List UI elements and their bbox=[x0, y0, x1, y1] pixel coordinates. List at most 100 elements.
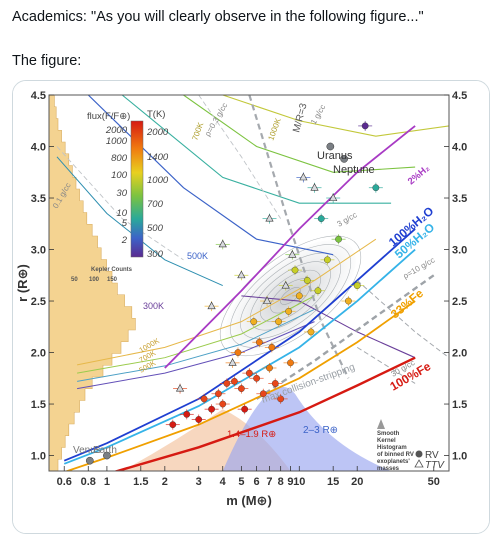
rv-legend-icon bbox=[415, 450, 423, 458]
exoplanet-point-rv bbox=[253, 374, 261, 382]
kde-legend-text: of binned RV bbox=[377, 452, 414, 458]
figure-media-card[interactable]: 1.0 1.0 1.5 1.5 2.0 2.0 2.5 2.5 3.0 3.0 3.5 3.5 4.0 4… bbox=[12, 80, 490, 534]
chart-annotation: 500K bbox=[187, 251, 208, 261]
y-tick-label-right: 2.5 bbox=[452, 296, 467, 308]
y-axis-label: r (R⊕) bbox=[15, 264, 30, 302]
exoplanet-point-ttv bbox=[237, 270, 246, 279]
exoplanet-point-rv bbox=[215, 390, 222, 398]
chart-annotation: Uranus bbox=[317, 150, 353, 162]
exoplanet-point-rv bbox=[208, 405, 215, 413]
solar-planet-uranus bbox=[326, 142, 335, 151]
ttv-legend-icon bbox=[414, 459, 424, 468]
y-tick-label-right: 3.0 bbox=[452, 245, 467, 257]
x-tick-label: 0.6 bbox=[57, 476, 72, 488]
x-tick-label: 9 bbox=[287, 476, 293, 488]
isotherm-700k bbox=[121, 95, 392, 204]
density-10-line bbox=[356, 280, 449, 359]
x-tick-label: 50 bbox=[428, 476, 440, 488]
colorbar-temp-label: 2000 bbox=[146, 127, 169, 138]
chart-annotation: Earth bbox=[93, 445, 117, 456]
exoplanet-point-rv bbox=[255, 338, 263, 346]
exoplanet-point-rv bbox=[345, 297, 352, 305]
exoplanet-point-ttv bbox=[207, 301, 216, 310]
exoplanet-point-rv bbox=[372, 184, 380, 192]
chart-annotation: Venus bbox=[73, 445, 101, 456]
x-tick-label: 0.8 bbox=[81, 476, 96, 488]
exoplanet-point-rv bbox=[271, 380, 279, 387]
exoplanet-point-ttv bbox=[175, 383, 185, 392]
kepler-counts-title: Kepler Counts bbox=[91, 267, 133, 273]
composition-curve-4 bbox=[164, 125, 416, 369]
exoplanet-point-rv bbox=[335, 235, 342, 243]
colorbar-flux-label: 30 bbox=[116, 188, 127, 199]
exoplanet-point-rv bbox=[275, 318, 282, 326]
x-tick-label: 6 bbox=[254, 476, 260, 488]
x-tick-label: 8 bbox=[278, 476, 284, 488]
colorbar-flux-label: 5 bbox=[122, 218, 128, 229]
exoplanet-point-ttv bbox=[329, 193, 338, 201]
post-text-line2: The figure: bbox=[12, 53, 82, 69]
y-tick-label-right: 1.5 bbox=[452, 399, 467, 411]
exoplanet-point-ttv bbox=[281, 280, 290, 289]
colorbar-temp-label: 700 bbox=[147, 199, 164, 210]
exoplanet-point-rv bbox=[317, 215, 325, 223]
y-tick-label-right: 4.0 bbox=[452, 142, 467, 154]
exoplanet-point-rv bbox=[219, 400, 227, 408]
colorbar-flux-label: 1000 bbox=[106, 136, 128, 147]
chart-annotation: 1.4–1.9 R⊕ bbox=[227, 429, 276, 440]
x-tick-label: 3 bbox=[196, 476, 202, 488]
hydrogen-envelope-b bbox=[77, 295, 315, 374]
exoplanet-point-rv bbox=[169, 421, 177, 429]
isotherm-300k bbox=[241, 295, 416, 359]
exoplanet-point-ttv bbox=[218, 239, 227, 248]
rv-legend-label: RV bbox=[425, 450, 439, 461]
y-tick-label: 2.0 bbox=[31, 348, 46, 360]
exoplanet-point-rv bbox=[195, 416, 203, 423]
colorbar bbox=[130, 120, 144, 258]
exoplanet-point-rv bbox=[223, 380, 231, 387]
chart-annotation: 2–3 R⊕ bbox=[303, 425, 338, 436]
kepler-count-tick: 50 bbox=[71, 277, 78, 283]
y-tick-label: 2.5 bbox=[31, 296, 46, 308]
composition-curve-0 bbox=[63, 228, 416, 462]
post-text-line1: Academics: "As you will clearly observe … bbox=[12, 9, 424, 25]
colorbar-flux-label: 800 bbox=[111, 153, 128, 164]
y-tick-label: 1.0 bbox=[31, 451, 46, 463]
exoplanet-point-rv bbox=[268, 343, 276, 351]
chart-annotation: 300K bbox=[143, 301, 164, 311]
kde-large-planets bbox=[222, 386, 392, 471]
colorbar-temp-label: 500 bbox=[147, 223, 164, 234]
kde-legend-text: Smooth bbox=[377, 431, 400, 437]
x-tick-label: 5 bbox=[238, 476, 244, 488]
colorbar-temp-label: 1400 bbox=[147, 152, 169, 163]
exoplanet-point-rv bbox=[291, 266, 299, 274]
x-tick-label: 1.5 bbox=[133, 476, 148, 488]
solar-planet-earth bbox=[103, 451, 111, 460]
colorbar-temp-title: T(K) bbox=[147, 109, 165, 120]
exoplanet-point-rv bbox=[314, 287, 322, 295]
x-tick-label: 20 bbox=[351, 476, 363, 488]
exoplanet-point-rv bbox=[250, 318, 258, 326]
kepler-count-tick: 100 bbox=[89, 277, 100, 283]
solar-planet-neptune bbox=[340, 155, 348, 163]
y-tick-label: 4.5 bbox=[31, 90, 46, 102]
y-tick-label: 3.5 bbox=[31, 193, 46, 205]
hydrogen-envelope-c bbox=[77, 308, 315, 382]
exoplanet-point-ttv bbox=[288, 250, 297, 258]
y-tick-label: 1.5 bbox=[31, 399, 46, 411]
isotherm-1000k bbox=[183, 95, 416, 173]
colorbar-flux-label: 2 bbox=[121, 235, 128, 246]
exoplanet-point-rv bbox=[353, 282, 361, 289]
ttv-legend-label: TTV bbox=[425, 460, 445, 471]
colorbar-temp-label: 1000 bbox=[147, 175, 169, 186]
density-contour bbox=[219, 235, 362, 357]
kde-legend-text: exoplanets' bbox=[377, 459, 410, 465]
y-tick-label: 4.0 bbox=[31, 142, 46, 154]
exoplanet-point-ttv bbox=[310, 183, 319, 191]
y-tick-label-right: 1.0 bbox=[452, 451, 467, 463]
solar-planet-venus bbox=[85, 456, 94, 465]
kepler-histogram bbox=[49, 95, 136, 471]
y-tick-label-right: 2.0 bbox=[452, 348, 467, 360]
x-tick-label: 10 bbox=[293, 476, 305, 488]
